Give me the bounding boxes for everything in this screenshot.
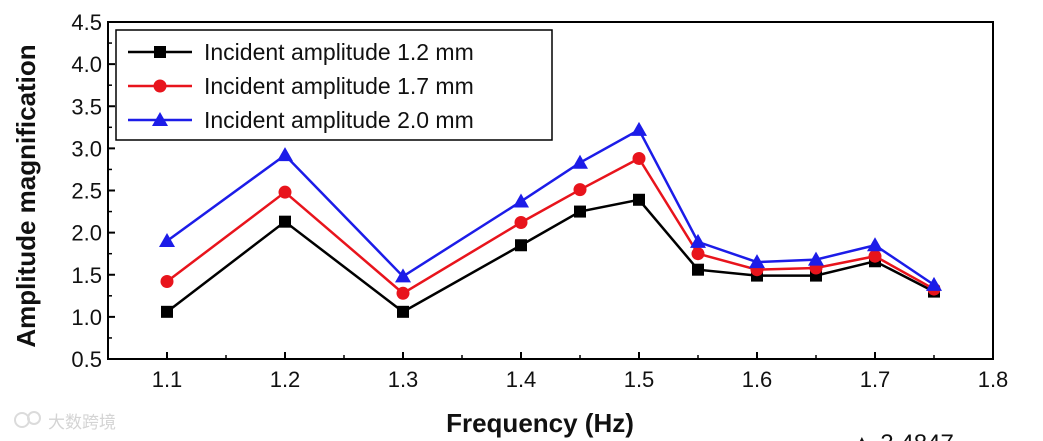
x-tick-label: 1.3 — [388, 367, 419, 392]
data-point — [926, 276, 942, 291]
legend-label: Incident amplitude 1.2 mm — [204, 39, 474, 65]
y-tick-label: 4.5 — [71, 10, 102, 35]
legend-label: Incident amplitude 2.0 mm — [204, 107, 474, 133]
data-point — [515, 239, 527, 252]
cropped-annotation: ▲ 3.4847 — [850, 430, 954, 441]
data-point — [573, 183, 587, 197]
watermark-text: 大数跨境 — [48, 413, 116, 433]
data-point — [514, 216, 528, 230]
data-point — [808, 251, 824, 266]
data-point — [160, 274, 174, 288]
y-tick-label: 1.5 — [71, 263, 102, 288]
data-point — [691, 247, 705, 261]
data-point — [278, 185, 292, 199]
watermark-logo-icon-2 — [27, 411, 41, 425]
x-tick-label: 1.1 — [152, 367, 183, 392]
x-tick-label: 1.8 — [978, 367, 1009, 392]
data-point — [632, 151, 646, 165]
y-tick-label: 1.0 — [71, 305, 102, 330]
x-tick-label: 1.4 — [506, 367, 537, 392]
legend-label: Incident amplitude 1.7 mm — [204, 73, 474, 99]
data-point — [513, 193, 529, 208]
data-point — [396, 286, 410, 300]
watermark: 大数跨境 — [14, 411, 116, 433]
legend-marker — [153, 79, 167, 93]
y-tick-label: 2.0 — [71, 221, 102, 246]
data-point — [161, 305, 173, 318]
x-axis-label: Frequency (Hz) — [446, 408, 634, 438]
x-axis-ticks: 1.1 1.2 1.3 1.4 1.5 1.6 1.7 1.8 — [152, 352, 1009, 392]
data-point — [395, 268, 411, 283]
y-tick-label: 3.0 — [71, 136, 102, 161]
y-tick-label: 0.5 — [71, 347, 102, 372]
y-axis-ticks: 0.5 1.0 1.5 2.0 2.5 3.0 3.5 4.0 4.5 — [71, 10, 115, 372]
data-point — [868, 249, 882, 263]
series-layer — [159, 121, 942, 318]
data-point — [574, 205, 586, 218]
data-point — [631, 121, 647, 136]
series-3 — [159, 121, 942, 291]
x-tick-label: 1.6 — [742, 367, 773, 392]
x-tick-label: 1.7 — [860, 367, 891, 392]
legend-marker — [154, 46, 166, 58]
data-point — [867, 237, 883, 252]
data-point — [159, 233, 175, 248]
y-axis-label: Amplitude magnification — [11, 44, 41, 347]
data-point — [572, 154, 588, 169]
data-point — [690, 233, 706, 248]
data-point — [397, 305, 409, 318]
data-point — [279, 215, 291, 228]
data-point — [633, 193, 645, 206]
y-tick-label: 4.0 — [71, 52, 102, 77]
x-tick-label: 1.5 — [624, 367, 655, 392]
x-tick-label: 1.2 — [270, 367, 301, 392]
y-tick-label: 2.5 — [71, 179, 102, 204]
data-point — [692, 263, 704, 276]
y-tick-label: 3.5 — [71, 94, 102, 119]
data-point — [277, 147, 293, 162]
legend: Incident amplitude 1.2 mm Incident amplit… — [115, 29, 553, 141]
data-point — [749, 254, 765, 269]
legend-marker — [152, 112, 168, 126]
